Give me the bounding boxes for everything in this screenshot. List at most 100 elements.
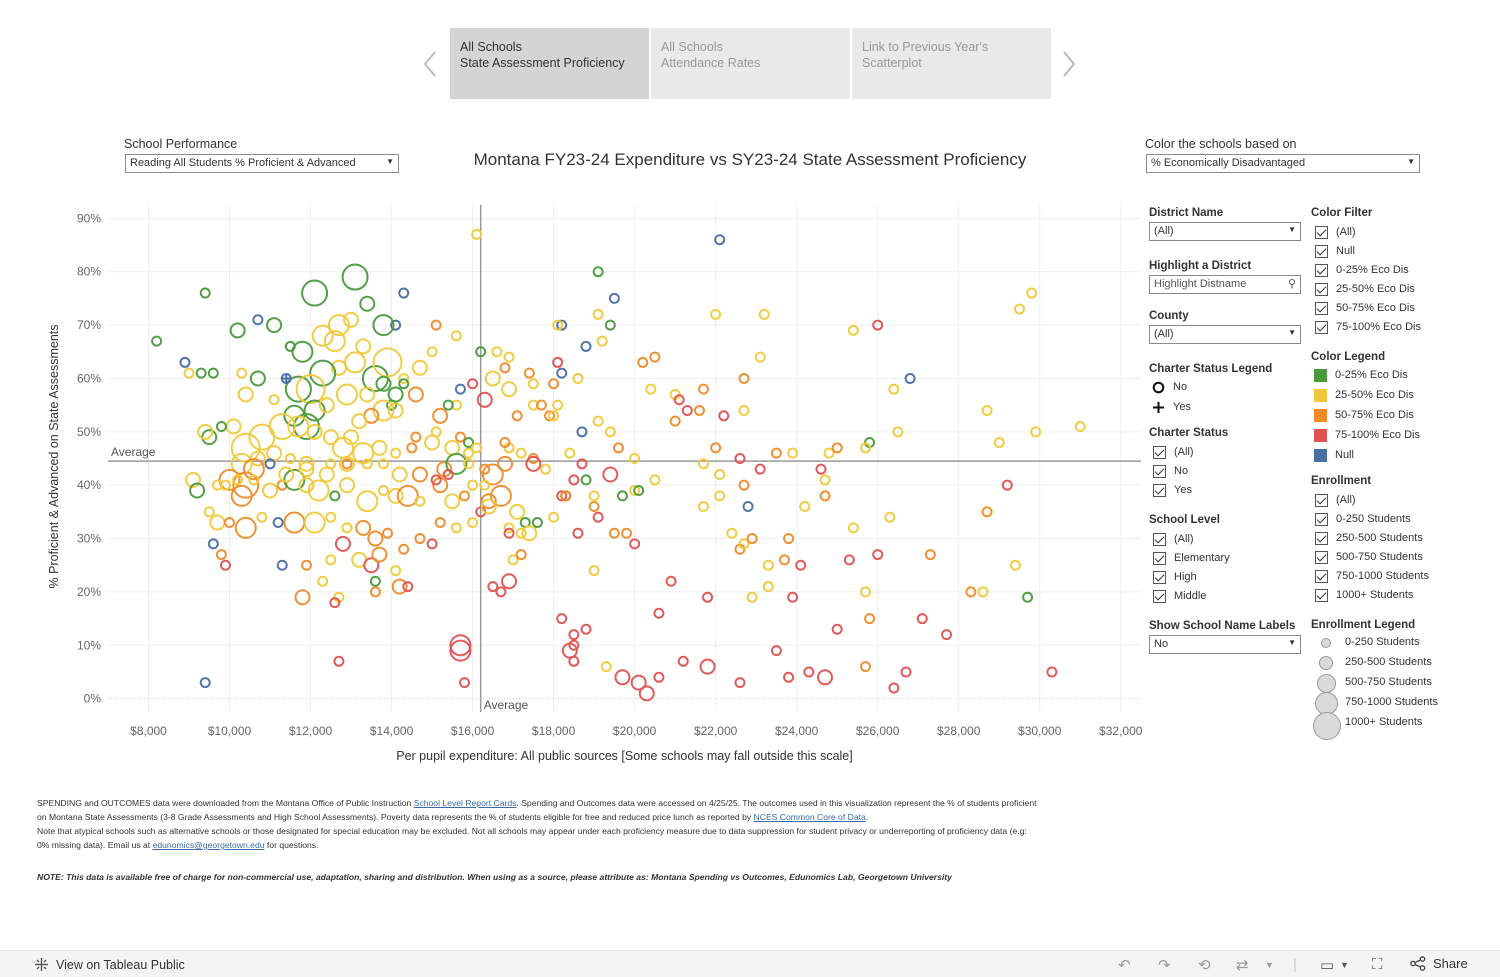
checkbox[interactable] <box>1153 589 1166 603</box>
data-point[interactable] <box>710 442 722 454</box>
data-point[interactable] <box>783 671 795 683</box>
checkbox[interactable] <box>1153 551 1166 565</box>
checkbox[interactable] <box>1315 225 1328 239</box>
data-point[interactable] <box>592 308 604 320</box>
data-point[interactable] <box>327 314 350 337</box>
data-point[interactable] <box>377 485 389 497</box>
data-point[interactable] <box>501 381 518 398</box>
data-point[interactable] <box>359 386 376 403</box>
data-point[interactable] <box>372 314 395 337</box>
data-point[interactable] <box>343 311 360 328</box>
data-point[interactable] <box>218 468 241 491</box>
data-point[interactable] <box>787 447 799 459</box>
data-point[interactable] <box>411 359 428 376</box>
data-point[interactable] <box>209 514 226 531</box>
data-point[interactable] <box>770 645 782 657</box>
data-point[interactable] <box>215 420 227 432</box>
data-point[interactable] <box>426 538 438 550</box>
charter-status-no[interactable]: No <box>1153 463 1188 479</box>
data-point[interactable] <box>602 466 619 483</box>
data-point[interactable] <box>499 362 511 374</box>
data-point[interactable] <box>237 386 254 403</box>
data-point[interactable] <box>450 522 462 534</box>
view-on-tableau-link[interactable]: View on Tableau Public <box>34 957 185 972</box>
data-point[interactable] <box>819 474 831 486</box>
checkbox[interactable] <box>1315 531 1328 545</box>
school-level-high[interactable]: High <box>1153 569 1197 585</box>
data-point[interactable] <box>311 324 334 347</box>
data-point[interactable] <box>183 367 195 379</box>
checkbox[interactable] <box>1315 512 1328 526</box>
data-point[interactable] <box>527 378 539 390</box>
data-point[interactable] <box>430 474 442 486</box>
data-point[interactable] <box>872 319 884 331</box>
data-point[interactable] <box>612 442 624 454</box>
data-point[interactable] <box>330 359 347 376</box>
data-point[interactable] <box>1030 426 1042 438</box>
data-point[interactable] <box>864 613 876 625</box>
data-point[interactable] <box>738 538 750 550</box>
data-point[interactable] <box>1001 479 1013 491</box>
data-point[interactable] <box>391 578 408 595</box>
data-point[interactable] <box>525 455 542 472</box>
data-point[interactable] <box>714 469 726 481</box>
data-point[interactable] <box>645 383 657 395</box>
school-level-middle[interactable]: Middle <box>1153 588 1206 604</box>
data-point[interactable] <box>359 295 376 312</box>
data-point[interactable] <box>653 607 665 619</box>
chevron-down-icon[interactable]: ▼ <box>1340 960 1349 970</box>
data-point[interactable] <box>318 466 335 483</box>
data-point[interactable] <box>454 431 466 443</box>
data-point[interactable] <box>211 479 223 491</box>
data-point[interactable] <box>252 314 264 326</box>
data-point[interactable] <box>714 490 726 502</box>
data-point[interactable] <box>638 685 655 702</box>
data-point[interactable] <box>576 458 588 470</box>
data-point[interactable] <box>799 501 811 513</box>
data-point[interactable] <box>479 463 491 475</box>
data-point[interactable] <box>398 372 410 384</box>
data-point[interactable] <box>219 559 231 571</box>
data-point[interactable] <box>344 351 367 374</box>
data-point[interactable] <box>503 527 515 539</box>
data-point[interactable] <box>230 484 253 507</box>
data-point[interactable] <box>484 370 501 387</box>
data-point[interactable] <box>629 538 641 550</box>
story-next-arrow[interactable] <box>1058 48 1078 80</box>
data-point[interactable] <box>1013 303 1025 315</box>
data-point[interactable] <box>572 372 584 384</box>
data-point[interactable] <box>507 554 519 566</box>
data-point[interactable] <box>329 597 341 609</box>
data-point[interactable] <box>361 458 373 470</box>
data-point[interactable] <box>298 477 315 494</box>
data-point[interactable] <box>407 386 424 403</box>
data-point[interactable] <box>592 266 604 278</box>
data-point[interactable] <box>872 549 884 561</box>
county-dropdown[interactable]: (All) ▼ <box>1149 325 1301 344</box>
data-point[interactable] <box>363 557 380 574</box>
data-point[interactable] <box>207 538 219 550</box>
data-point[interactable] <box>831 442 843 454</box>
data-point[interactable] <box>746 533 758 545</box>
data-point[interactable] <box>616 490 628 502</box>
enrollment-500-750[interactable]: 500-750 Students <box>1315 549 1423 565</box>
data-point[interactable] <box>442 399 454 411</box>
data-point[interactable] <box>249 450 266 467</box>
data-point[interactable] <box>402 581 414 593</box>
data-point[interactable] <box>229 322 246 339</box>
data-point[interactable] <box>189 482 206 499</box>
data-point[interactable] <box>471 442 483 454</box>
checkbox[interactable] <box>1315 493 1328 507</box>
data-point[interactable] <box>480 493 497 510</box>
enrollment-1000-plus[interactable]: 1000+ Students <box>1315 587 1413 603</box>
data-point[interactable] <box>317 575 329 587</box>
data-point[interactable] <box>738 479 750 491</box>
data-point[interactable] <box>981 404 993 416</box>
data-point[interactable] <box>303 511 326 534</box>
data-point[interactable] <box>568 655 580 667</box>
data-point[interactable] <box>325 458 337 470</box>
data-point[interactable] <box>823 447 835 459</box>
data-point[interactable] <box>371 546 388 563</box>
color-filter-25-50[interactable]: 25-50% Eco Dis <box>1315 281 1415 297</box>
data-point[interactable] <box>266 317 283 334</box>
